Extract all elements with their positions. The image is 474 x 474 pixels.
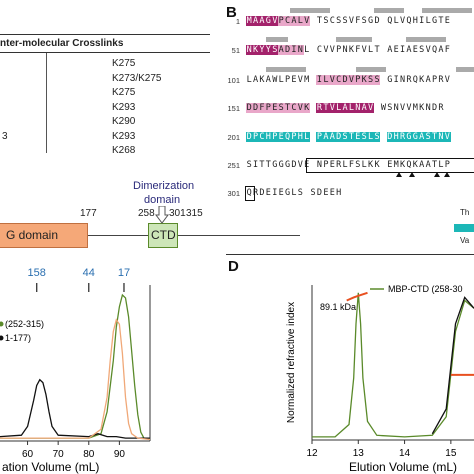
sequence-row-number: 51 — [231, 46, 240, 55]
sequence-row: MAAGVPCALV TSCSSVFSGD QLVQHILGTE — [246, 16, 450, 26]
series-line-2 — [0, 318, 151, 441]
x-tick-label: 13 — [353, 448, 365, 459]
domain-word-label: domain — [144, 194, 181, 206]
table-column-divider — [46, 53, 47, 153]
sequence-alignment: 1 MAAGVPCALV TSCSSVFSGD QLVQHILGTE 51 NKYYS… — [226, 0, 474, 260]
ctd-end-box — [245, 186, 255, 201]
x-tick-label: 60 — [22, 449, 34, 460]
legend-text-th: Th — [460, 208, 470, 217]
table-header-rule — [0, 52, 210, 53]
sequence-row-number: 101 — [227, 76, 240, 85]
mw-marker-label: 44 — [83, 267, 95, 279]
sequence-panel-border — [226, 0, 474, 255]
secondary-structure-bar — [374, 8, 404, 13]
table-cell-crosslink: K293 — [112, 101, 136, 113]
series-line-1 — [431, 296, 474, 435]
sequence-row: DDFPESTCVK RTVLALNAV WSNVVMKNDR — [246, 103, 444, 113]
table-cell-left: 3 — [2, 130, 8, 142]
mass-annotation: 89.1 kDa — [320, 302, 356, 312]
secondary-structure-bar — [456, 67, 474, 72]
crosslink-triangle-icon — [434, 172, 440, 177]
position-177: 177 — [80, 208, 97, 219]
secondary-structure-bar — [266, 37, 288, 42]
sequence-row: SITTGGGDVE NPERLFSLKK EMKQKAATLP — [246, 160, 450, 170]
legend-label: MBP-CTD (258-30 — [388, 284, 463, 294]
x-axis-label: ation Volume (mL) — [2, 460, 99, 474]
series-line-0 — [312, 292, 474, 438]
secondary-structure-bar — [422, 8, 472, 13]
legend-marker — [0, 321, 4, 327]
series-line-0 — [0, 293, 151, 441]
table-header: nter-molecular Crosslinks — [0, 38, 124, 49]
secondary-structure-bar — [290, 8, 330, 13]
series-line-2 — [346, 291, 368, 302]
table-cell-crosslink: K275 — [112, 87, 136, 98]
series-line-1 — [0, 378, 150, 439]
ctd-sequence-box — [306, 158, 474, 173]
table-top-rule — [0, 34, 210, 35]
table-cell-crosslink: K293 — [112, 130, 136, 142]
x-tick-label: 80 — [83, 449, 95, 460]
ctd-label: CTD — [151, 228, 176, 242]
sequence-row-number: 251 — [227, 161, 240, 170]
secondary-structure-bar — [266, 67, 306, 72]
legend-label: 1-177) — [5, 333, 31, 343]
x-tick-label: 90 — [114, 449, 126, 460]
panel-letter-d: D — [228, 258, 239, 275]
table-cell-crosslink: K275 — [112, 58, 136, 69]
crosslink-triangle-icon — [444, 172, 450, 177]
panel-letter-b: B — [226, 4, 237, 21]
table-cell-crosslink: K268 — [112, 145, 136, 156]
secondary-structure-bar — [336, 37, 372, 42]
sequence-row: DPCHPEQPHL PAADSTESLS DHRGGASTNV — [246, 132, 451, 142]
mw-marker-label: 158 — [28, 267, 46, 279]
mals-chart-right: 12 13 14 15 MBP-CTD (258-30 89.1 kDa Normalize… — [286, 284, 474, 474]
x-tick-label: 70 — [53, 449, 65, 460]
position-315: 315 — [186, 208, 203, 219]
x-tick-label: 14 — [399, 448, 411, 459]
sequence-row: QRDEIEGLS SDEEH — [246, 188, 342, 198]
sequence-row-number: 201 — [227, 133, 240, 142]
y-axis-label: Normalized refractive index — [286, 302, 297, 423]
legend-label: (252-315) — [5, 319, 44, 329]
legend-marker — [0, 335, 4, 341]
sequence-row-number: 1 — [235, 17, 240, 26]
ctd-box — [148, 223, 178, 248]
x-tick-label: 15 — [445, 448, 457, 459]
sequence-row-number: 301 — [227, 189, 240, 198]
x-tick-label: 12 — [306, 448, 318, 459]
sequence-row-number: 151 — [227, 104, 240, 113]
g-domain-box — [0, 223, 88, 248]
crosslink-triangle-icon — [396, 172, 402, 177]
protein-backbone-line — [88, 235, 300, 236]
secondary-structure-bar — [356, 67, 386, 72]
mw-marker-label: 17 — [118, 267, 130, 279]
position-301: 301 — [169, 208, 186, 219]
legend-swatch-variable — [454, 224, 474, 232]
secondary-structure-bar — [406, 37, 446, 42]
table-cell-crosslink: K290 — [112, 116, 136, 127]
table-cell-crosslink: K273/K275 — [112, 72, 162, 84]
dimerization-label: Dimerization — [133, 180, 195, 192]
dimerization-arrow-icon — [155, 206, 169, 224]
legend-text-va: Va — [460, 236, 470, 245]
sec-chart-left: 60 70 80 90 158 44 17 (252-315) 1-177) ation Volu… — [0, 267, 151, 474]
sequence-row: LAKAWLPEVM ILVCDVPKSS GINRQKAPRV — [246, 75, 450, 85]
crosslink-triangle-icon — [409, 172, 415, 177]
position-258: 258 — [138, 208, 155, 219]
x-axis-label: Elution Volume (mL) — [349, 460, 457, 474]
g-domain-label: G domain — [6, 228, 59, 242]
sequence-row: NKYYSADINL CVVPNKFVLT AEIAESVQAF — [246, 45, 450, 55]
